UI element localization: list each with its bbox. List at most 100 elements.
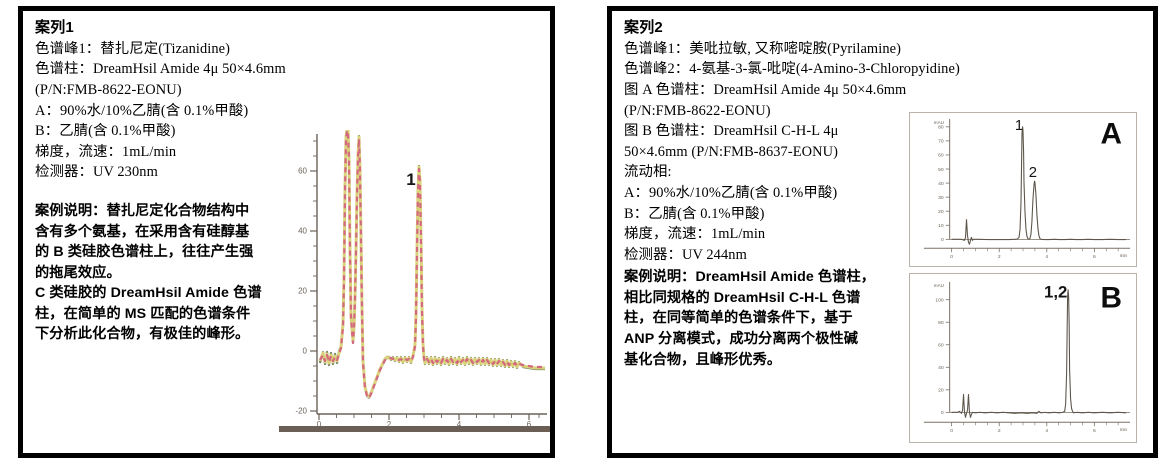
case2a-ytick-4: 40 [938,181,944,187]
case1-spec-line-3: (P/N:FMB-8622-EONU) [35,81,182,98]
case2b-y-unit-label: mAU [934,283,944,288]
case2b-xtick-1: 2 [998,428,1001,434]
case1-note-block: 案例说明：替扎尼定化合物结构中 含有多个氨基，在采用含有硅醇基 的 B 类硅胶色… [35,201,303,345]
case2a-xtick-1: 2 [998,254,1001,260]
case1-spec-line-6: 梯度，流速：1mL/min [35,143,177,160]
case2a-trace [951,126,1127,245]
case2a-peak-annotation-1: 1 [1015,118,1023,134]
case2a-x-ticks [951,248,1095,253]
case2-spec-line-4: (P/N:FMB-8622-EONU) [624,102,771,119]
case2a-x-unit-label: min [1120,253,1128,258]
case2a-xtick-2: 4 [1045,254,1048,260]
case1-chart-footer-bar [279,426,550,432]
case2a-peak-annotation-2: 2 [1029,165,1037,181]
case2a-ytick-1: 10 [938,223,944,229]
case1-note-line-1: 案例说明：替扎尼定化合物结构中 [35,202,250,219]
case2-text-column: 案列2 色谱峰1：美吡拉敏, 又称嘧啶胺(Pyrilamine) 色谱峰2：4-… [624,19,960,370]
case2b-xtick-2: 4 [1045,428,1048,434]
case1-note-line-7: 下分析此化合物，有极佳的峰形。 [35,326,250,343]
case2b-ytick-2: 40 [938,365,944,371]
case2b-ytick-0: 0 [941,410,944,416]
case1-xtick-label-0: 0 [317,420,322,429]
case2-chromatogram-b-svg: mAU min 0 20 40 60 80 [923,282,1131,434]
case1-ytick-label-2: 20 [298,287,307,296]
case2a-y-unit-label: mAU [934,120,944,125]
case1-ytick-label-1: 40 [298,227,307,236]
case2-note-line-2: 相比同规格的 DreamHsil C-H-L 色谱 [624,289,861,306]
case2b-ytick-1: 20 [938,388,944,394]
case1-ytick-label-0: 60 [298,167,307,176]
case1-trace-group [318,130,545,400]
case2-spec-line-10: 梯度，流速：1mL/min [624,226,766,243]
case1-spec-line-2: 色谱柱：DreamHsil Amide 4μ 50×4.6mm [35,61,286,78]
case1-x-minor-ticks [336,414,540,418]
case2a-xtick-0: 0 [950,254,953,260]
case1-note-line-3: 的 B 类硅胶色谱柱上，往往产生强 [35,244,254,261]
case2a-ytick-2: 20 [938,209,944,215]
case1-note-line-4: 的拖尾效应。 [35,264,121,281]
case2b-xtick-3: 6 [1093,428,1096,434]
case1-spec-line-4: A：90%水/10%乙腈(含 0.1%甲酸) [35,102,249,119]
case2b-peak-annotation: 1,2 [1044,283,1067,302]
case2-chromatogram-a: mAU min 0 [909,112,1137,267]
case1-spec-line-5: B：乙腈(含 0.1%甲酸) [35,123,176,140]
case2-spec-line-2: 色谱峰2：4-氨基-3-氯-吡啶(4-Amino-3-Chloropyidine… [624,61,960,78]
case1-panel-inner: 案列1 色谱峰1：替扎尼定(Tizanidine) 色谱柱：DreamHsil … [23,11,550,453]
case2a-x-minor-ticks [963,248,1119,252]
case2a-ytick-0: 0 [941,237,944,243]
case1-y-ticks [310,170,317,412]
case2a-ytick-5: 50 [938,167,944,173]
case1-spec-line-1: 色谱峰1：替扎尼定(Tizanidine) [35,40,231,57]
case1-panel: 案列1 色谱峰1：替扎尼定(Tizanidine) 色谱柱：DreamHsil … [18,6,555,458]
case2b-x-minor-ticks [963,422,1119,426]
case1-note-line-5: C 类硅胶的 DreamHsil Amide 色谱 [35,285,262,302]
case2a-xtick-3: 6 [1093,254,1096,260]
case2b-ytick-3: 60 [938,343,944,349]
case1-chromatogram: 60 40 20 0 -20 [279,130,550,450]
case2-note-block: 案例说明：DreamHsil Amide 色谱柱， 相比同规格的 DreamHs… [624,267,942,370]
case1-chromatogram-svg: 60 40 20 0 -20 [279,130,550,432]
case2-spec-line-1: 色谱峰1：美吡拉敏, 又称嘧啶胺(Pyrilamine) [624,40,902,57]
case2b-ytick-4: 80 [938,320,944,326]
case1-ytick-label-4: -20 [295,407,307,416]
case2-spec-line-11: 检测器：UV 244nm [624,246,747,263]
case2-chromatogram-a-svg: mAU min 0 [923,118,1131,260]
case2-spec-line-6: 50×4.6mm (P/N:FMB-8637-EONU) [624,143,838,160]
case2b-x-ticks [951,422,1095,427]
case2b-x-unit-label: min [1120,427,1128,432]
case1-ytick-label-3: 0 [303,347,308,356]
case1-xtick-label-3: 6 [527,420,532,429]
case1-title: 案列1 [35,19,74,36]
case2a-ytick-7: 70 [938,139,944,145]
case1-xtick-label-1: 2 [387,420,392,429]
case1-xtick-label-2: 4 [457,420,462,429]
case1-note-spacer [35,183,303,199]
case1-note-line-6: 柱，在简单的 MS 匹配的色谱条件 [35,305,251,322]
case2-title: 案列2 [624,19,663,36]
case2-spec-line-3: 图 A 色谱柱：DreamHsil Amide 4μ 50×4.6mm [624,81,907,98]
case2-note-line-5: 基化合物，且峰形优秀。 [624,351,782,368]
case2-spec-line-5: 图 B 色谱柱：DreamHsil C-H-L 4μ [624,123,839,140]
case2b-y-ticks [945,299,950,413]
case2a-ytick-8: 80 [938,125,944,131]
case1-spec-line-7: 检测器：UV 230nm [35,164,158,181]
case2-panel: 案列2 色谱峰1：美吡拉敏, 又称嘧啶胺(Pyrilamine) 色谱峰2：4-… [607,6,1158,458]
case1-note-line-2: 含有多个氨基，在采用含有硅醇基 [35,223,250,240]
case2a-y-ticks [945,126,950,240]
case2b-xtick-0: 0 [950,428,953,434]
case1-text-column: 案列1 色谱峰1：替扎尼定(Tizanidine) 色谱柱：DreamHsil … [35,19,303,345]
case2-note-line-4: ANP 分离模式，成功分离两个极性碱 [624,331,859,348]
case2a-ytick-6: 60 [938,153,944,159]
case2-spec-line-8: A：90%水/10%乙腈(含 0.1%甲酸) [624,184,838,201]
case1-peak-annotation-1: 1 [406,170,415,189]
case2b-trace [951,289,1127,418]
case2-spec-line-9: B：乙腈(含 0.1%甲酸) [624,205,765,222]
case1-y-minor-ticks [313,140,317,397]
case2-chromatogram-b: mAU min 0 20 40 60 80 [909,273,1137,443]
case2b-panel-letter: B [1100,282,1121,315]
case2-spec-line-7: 流动相: [624,164,672,181]
case2a-ytick-3: 30 [938,195,944,201]
case2-note-line-1: 案例说明：DreamHsil Amide 色谱柱， [624,269,876,286]
case2a-panel-letter: A [1100,118,1121,151]
